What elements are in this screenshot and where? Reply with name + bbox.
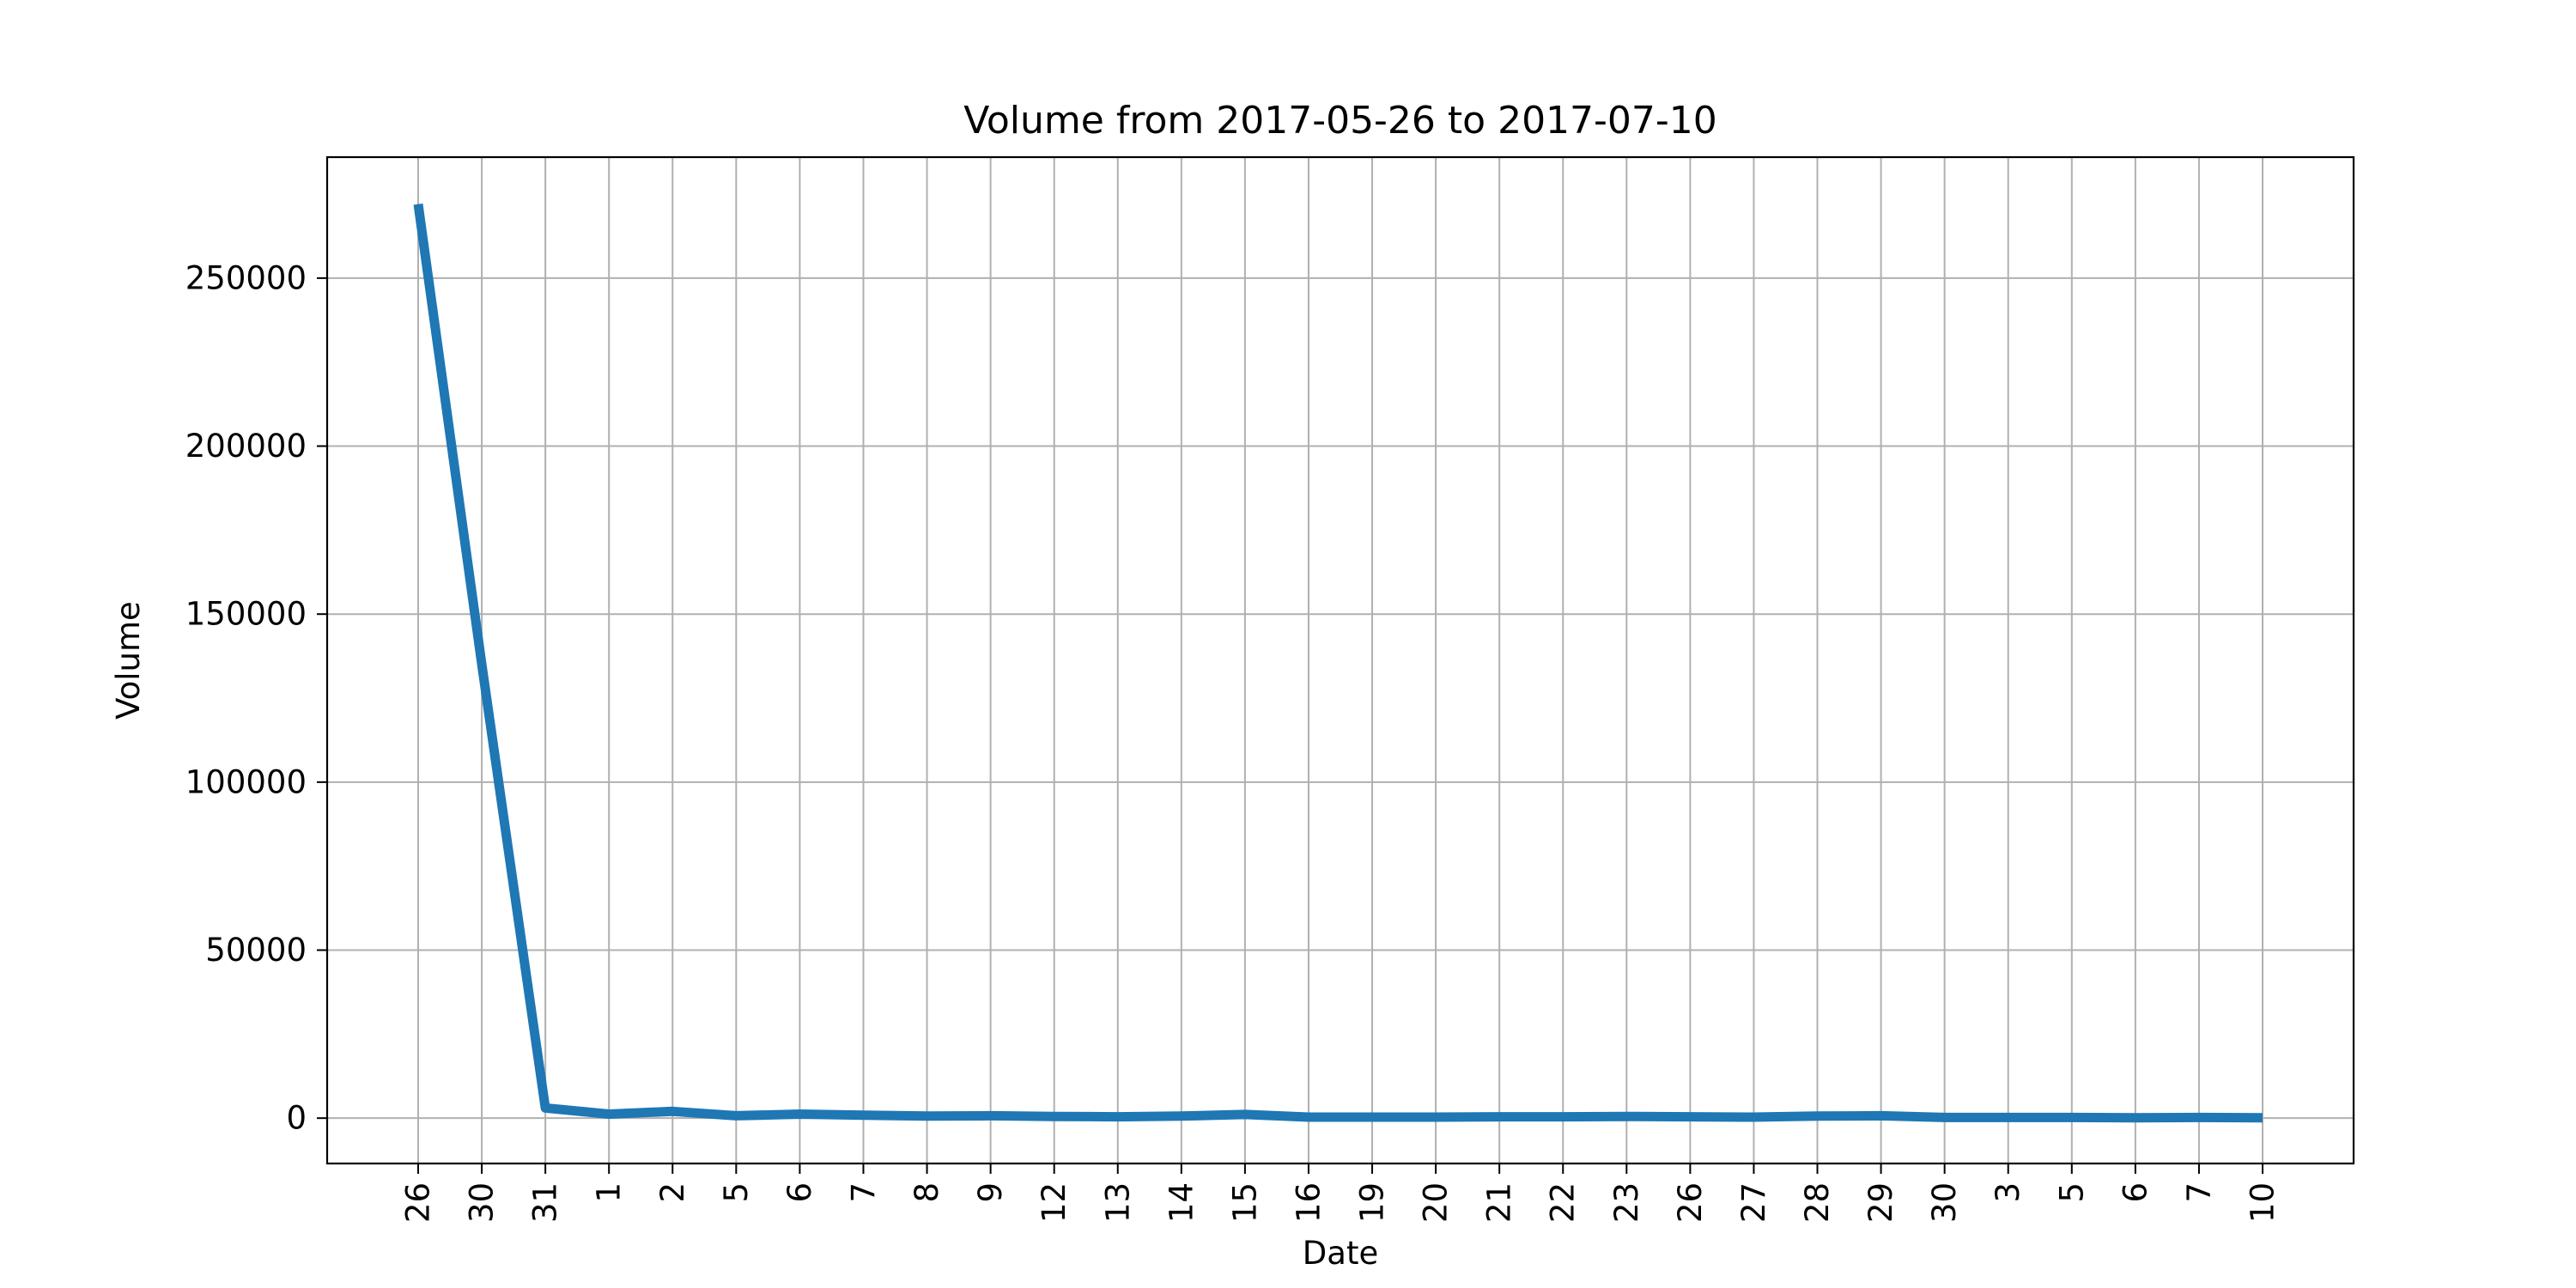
x-tick-label: 3: [1990, 1182, 2026, 1203]
x-tick-label: 5: [2053, 1182, 2090, 1203]
x-tick-label: 19: [1354, 1182, 1391, 1223]
y-tick-label: 150000: [185, 596, 307, 633]
chart-title: Volume from 2017-05-26 to 2017-07-10: [963, 99, 1717, 143]
series-line: [413, 204, 2263, 1123]
x-tick-label: 29: [1862, 1182, 1899, 1223]
x-tick-label: 2: [654, 1182, 691, 1203]
x-tick-label: 20: [1418, 1182, 1455, 1223]
x-tick-label: 30: [464, 1182, 501, 1223]
x-tick-label: 28: [1799, 1182, 1836, 1223]
x-tick-label: 7: [845, 1182, 882, 1203]
y-tick-label: 100000: [185, 763, 307, 800]
x-tick-label: 1: [591, 1182, 628, 1203]
x-tick-label: 21: [1481, 1182, 1518, 1223]
x-tick-label: 22: [1545, 1182, 1582, 1223]
x-tick-label: 30: [1926, 1182, 1963, 1223]
x-tick-label: 16: [1290, 1182, 1327, 1223]
x-tick-label: 27: [1735, 1182, 1772, 1223]
x-tick-label: 13: [1099, 1182, 1136, 1223]
y-tick-label: 200000: [185, 428, 307, 465]
x-tick-label: 12: [1036, 1182, 1072, 1223]
y-tick-label: 0: [286, 1100, 307, 1137]
x-tick-label: 14: [1163, 1182, 1200, 1223]
y-tick-label: 250000: [185, 259, 307, 296]
x-tick-label: 10: [2245, 1182, 2281, 1223]
x-tick-label: 9: [972, 1182, 1009, 1203]
x-tick-label: 6: [2117, 1182, 2154, 1203]
x-tick-label: 31: [527, 1182, 564, 1223]
x-tick-label: 26: [1672, 1182, 1709, 1223]
x-tick-label: 7: [2180, 1182, 2217, 1203]
grid-lines: [327, 157, 2354, 1163]
x-tick-label: 15: [1226, 1182, 1263, 1223]
x-axis-label: Date: [1303, 1235, 1378, 1272]
x-tick-label: 23: [1608, 1182, 1645, 1223]
y-axis-label: Volume: [110, 601, 147, 720]
tick-marks: [317, 276, 2263, 1174]
plot-frame: [325, 155, 2355, 1165]
x-tick-label: 26: [400, 1182, 437, 1223]
x-tick-label: 5: [718, 1182, 755, 1203]
series-layer: [413, 204, 2263, 1123]
y-tick-label: 50000: [205, 932, 307, 969]
tick-labels: 26 30 31 1 2 5 6 7 8 9 12 13 14 15 16 19 20 21 22 23 26 27 28 2…: [185, 259, 2281, 1223]
x-tick-label: 8: [908, 1182, 945, 1203]
x-tick-label: 6: [781, 1182, 818, 1203]
